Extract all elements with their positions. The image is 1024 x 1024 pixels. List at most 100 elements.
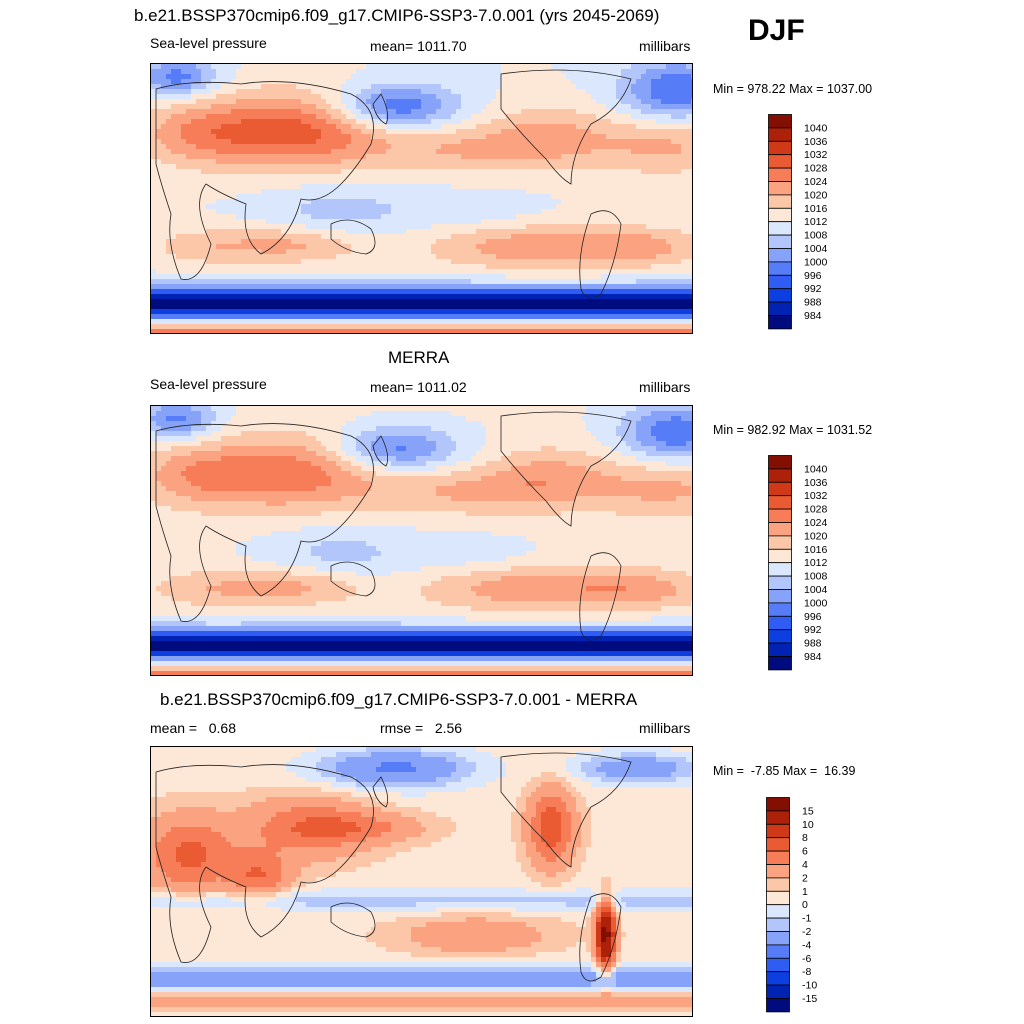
colorbar-box: [768, 114, 792, 129]
colorbar-label: -8: [802, 966, 811, 978]
panel-title: b.e21.BSSP370cmip6.f09_g17.CMIP6-SSP3-7.…: [134, 6, 660, 25]
colorbar-label: 1036: [804, 477, 828, 489]
colorbar-label: 1040: [804, 463, 828, 475]
colorbar-label: 1024: [804, 176, 828, 188]
colorbar-box: [768, 642, 792, 657]
colorbar-box: [766, 971, 790, 986]
colorbar-label: 8: [802, 832, 808, 844]
map-obs: [150, 405, 693, 676]
season-label: DJF: [748, 14, 805, 47]
colorbar-label: 1: [802, 886, 808, 898]
colorbar-box: [768, 167, 792, 182]
colorbar-label: 0: [802, 899, 808, 911]
mean-label: mean= 1011.70: [370, 38, 467, 54]
mean-label: mean= 1011.02: [370, 379, 467, 395]
colorbar-box: [768, 127, 792, 142]
colorbar-label: 1012: [804, 216, 828, 228]
colorbar-label: -2: [802, 926, 811, 938]
colorbar-box: [768, 535, 792, 550]
colorbar-box: [766, 957, 790, 973]
min-max-label: Min = 982.92 Max = 1031.52: [713, 423, 873, 437]
rmse-label: rmse = 2.56: [380, 720, 463, 736]
colorbar-box: [768, 221, 792, 236]
colorbar-label: 2: [802, 872, 808, 884]
min-max-label: Min = 978.22 Max = 1037.00: [713, 82, 873, 96]
colorbar-box: [768, 508, 792, 523]
map-diff: [150, 746, 693, 1017]
colorbar-box: [766, 984, 790, 999]
colorbar-label: 1016: [804, 203, 828, 215]
colorbar-box: [768, 288, 792, 303]
colorbar-label: 992: [804, 624, 822, 636]
colorbar-box: [768, 575, 792, 590]
units-label: millibars: [639, 379, 691, 395]
colorbar-box: [768, 615, 792, 631]
colorbar-box: [768, 140, 792, 156]
diff-mean-label: mean = 0.68: [150, 720, 237, 736]
colorbar-box: [766, 864, 790, 879]
colorbar-box: [768, 656, 792, 671]
colorbar-box: [766, 810, 790, 825]
colorbar-label: 4: [802, 859, 808, 871]
colorbar-box: [766, 998, 790, 1013]
colorbar-label: 984: [804, 310, 822, 322]
colorbar-box: [768, 589, 792, 604]
map-model: [150, 63, 693, 334]
colorbar-box: [766, 931, 790, 946]
variable-label: Sea-level pressure: [150, 376, 267, 392]
colorbar-label: 1000: [804, 256, 828, 268]
colorbar-box: [768, 602, 792, 617]
colorbar-label: -6: [802, 953, 811, 965]
colorbar-box: [766, 837, 790, 852]
colorbar-label: 1016: [804, 544, 828, 556]
colorbar-box: [766, 877, 790, 892]
colorbar-box: [766, 890, 790, 906]
colorbar-label: 1004: [804, 584, 828, 596]
colorbar-label: -10: [802, 980, 817, 992]
colorbar-label: 996: [804, 270, 822, 282]
colorbar-box: [768, 562, 792, 577]
colorbar-box: [766, 850, 790, 865]
colorbar-label: 1036: [804, 136, 828, 148]
colorbar-box: [766, 823, 790, 839]
colorbar-label: 1040: [804, 122, 828, 134]
colorbar-box: [768, 548, 792, 564]
units-label: millibars: [639, 38, 691, 54]
colorbar-box: [768, 315, 792, 330]
colorbar-label: 1028: [804, 163, 828, 175]
colorbar-box: [766, 904, 790, 919]
colorbar-label: 10: [802, 819, 814, 831]
colorbar-label: 988: [804, 638, 822, 650]
colorbar-box: [768, 522, 792, 537]
colorbar-box: [768, 248, 792, 263]
colorbar-label: 1020: [804, 189, 828, 201]
panel-title: b.e21.BSSP370cmip6.f09_g17.CMIP6-SSP3-7.…: [160, 690, 638, 709]
colorbar-box: [768, 154, 792, 169]
colorbar-label: 992: [804, 283, 822, 295]
colorbar-label: 988: [804, 297, 822, 309]
colorbar-box: [768, 481, 792, 497]
colorbar-box: [768, 274, 792, 290]
panel-title: MERRA: [388, 348, 450, 367]
colorbar-label: 1020: [804, 530, 828, 542]
colorbar-label: 1032: [804, 490, 828, 502]
colorbar-label: 1000: [804, 597, 828, 609]
colorbar-box: [768, 181, 792, 196]
colorbar-label: -15: [802, 993, 817, 1005]
colorbar-box: [768, 301, 792, 316]
colorbar-box: [768, 261, 792, 276]
colorbar-box: [768, 207, 792, 223]
colorbar-box: [768, 495, 792, 510]
colorbar-label: 1024: [804, 517, 828, 529]
colorbar-label: 1012: [804, 557, 828, 569]
units-label: millibars: [639, 720, 691, 736]
colorbar-box: [768, 468, 792, 483]
colorbar-label: 1008: [804, 230, 828, 242]
colorbar-box: [766, 797, 790, 812]
colorbar-label: 1032: [804, 149, 828, 161]
colorbar-box: [766, 917, 790, 932]
min-max-label: Min = -7.85 Max = 16.39: [713, 764, 856, 778]
colorbar-box: [768, 629, 792, 644]
